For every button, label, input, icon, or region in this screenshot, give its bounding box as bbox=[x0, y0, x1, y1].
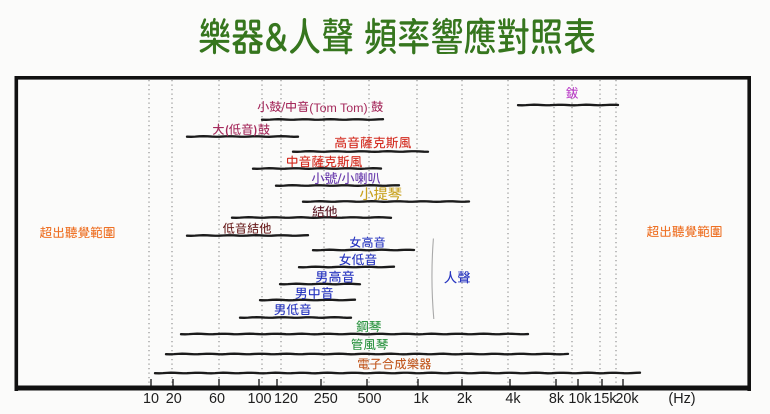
svg-text:500: 500 bbox=[357, 391, 381, 407]
svg-text:(Hz): (Hz) bbox=[668, 391, 695, 407]
svg-text:20k: 20k bbox=[615, 391, 639, 407]
svg-text:10: 10 bbox=[143, 391, 159, 407]
svg-text:60: 60 bbox=[209, 391, 225, 407]
svg-text:100: 100 bbox=[247, 391, 271, 407]
svg-text:1k: 1k bbox=[413, 391, 429, 407]
svg-text:20: 20 bbox=[166, 391, 182, 407]
svg-text:8k: 8k bbox=[549, 391, 565, 407]
svg-text:120: 120 bbox=[274, 391, 298, 407]
svg-text:250: 250 bbox=[314, 391, 338, 407]
svg-text:2k: 2k bbox=[457, 391, 473, 407]
svg-text:10k: 10k bbox=[568, 391, 592, 407]
svg-text:4k: 4k bbox=[505, 391, 521, 407]
svg-text:15k: 15k bbox=[593, 391, 617, 407]
svg-text:(Tom Tom): (Tom Tom) bbox=[309, 101, 367, 115]
